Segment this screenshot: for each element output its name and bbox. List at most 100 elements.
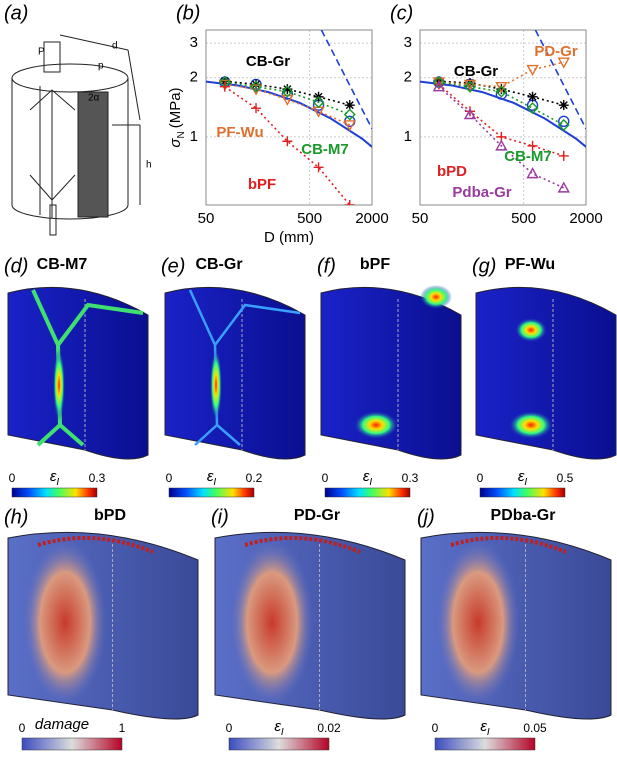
series-line xyxy=(224,86,351,205)
x-tick-label: 2000 xyxy=(355,210,388,227)
panel-label: (a) xyxy=(4,2,28,24)
colorbar xyxy=(324,487,411,498)
colorbar-tick: 1 xyxy=(119,721,126,735)
data-point xyxy=(527,140,538,151)
data-point xyxy=(282,136,293,147)
hot-spot xyxy=(53,349,65,421)
y-tick-label: 3 xyxy=(190,34,198,51)
text-part: I xyxy=(524,477,527,488)
text-part: (MPa) xyxy=(167,87,184,128)
data-point xyxy=(343,108,356,121)
x-tick-label: 500 xyxy=(511,210,536,227)
y-axis-label: σN (MPa) xyxy=(167,87,187,147)
data-point xyxy=(432,80,446,92)
data-point xyxy=(495,82,508,94)
crack-pattern xyxy=(31,289,144,447)
data-point xyxy=(496,84,507,95)
colorbar-label: damage xyxy=(35,716,89,733)
plot-frame xyxy=(419,29,587,206)
data-point xyxy=(250,80,263,93)
panel-title: CB-M7 xyxy=(37,256,88,273)
panel-label: (e) xyxy=(161,255,185,277)
colorbar-tick: 0 xyxy=(9,471,16,485)
panel-label: (b) xyxy=(176,2,200,24)
data-point xyxy=(557,181,570,193)
colorbar-tick: 0.02 xyxy=(317,721,341,735)
series-label: CB-M7 xyxy=(301,141,349,158)
series-label: CB-M7 xyxy=(504,148,552,165)
colorbar-tick: 0 xyxy=(19,721,26,735)
panel-label: (c) xyxy=(390,2,413,24)
data-point xyxy=(527,91,538,102)
panel-label: (d) xyxy=(4,255,28,277)
colorbar-label: εI xyxy=(274,718,284,738)
data-point xyxy=(464,80,477,93)
hot-spot xyxy=(509,411,553,439)
damage-zone xyxy=(230,539,314,706)
data-point xyxy=(281,85,294,98)
plot-frame xyxy=(205,29,373,206)
data-point xyxy=(282,84,293,95)
colorbar-tick: 0 xyxy=(322,471,329,485)
panel-title: CB-Gr xyxy=(195,256,242,273)
hot-spot xyxy=(210,349,222,421)
data-point xyxy=(312,96,325,109)
series-label: PF-Wu xyxy=(216,124,263,141)
colorbar xyxy=(21,737,123,751)
x-tick-label: 50 xyxy=(412,210,429,227)
data-point xyxy=(281,94,294,106)
data-point xyxy=(219,76,230,87)
damage-zone xyxy=(23,539,107,706)
chart: (b) 1 2 3 50 500 2000 D (mm) σN (MPa) CB-Gr PF-Wu CB… xyxy=(167,2,389,246)
data-point xyxy=(557,57,570,69)
colorbar xyxy=(168,487,255,498)
chart: (c) 1 2 3 50 500 2000 CB-Gr PD-Gr bPD CB-M7 Pdba-Gr xyxy=(390,2,603,227)
panel-label: (g) xyxy=(472,255,496,277)
data-point xyxy=(219,81,230,92)
specimen-render xyxy=(475,286,617,460)
hot-spot xyxy=(354,411,398,439)
series-line xyxy=(534,30,586,130)
image-panel: (f) bPF 0 0.3 εI xyxy=(317,255,462,498)
text-part: ε xyxy=(50,468,57,485)
text-part: I xyxy=(281,727,284,738)
data-point xyxy=(465,78,476,89)
data-point xyxy=(251,103,262,114)
series-label: bPF xyxy=(248,176,276,193)
colorbar-tick: 0.2 xyxy=(246,471,263,485)
x-tick-label: 2000 xyxy=(569,210,602,227)
x-axis-label: D (mm) xyxy=(264,229,314,246)
specimen-render xyxy=(164,286,306,460)
image-panel: (i) PD-Gr 0 0.02 εI xyxy=(211,506,406,751)
sketch-annotation: p xyxy=(98,61,104,72)
y-tick-label: 2 xyxy=(190,69,198,86)
sketch-annotation: h xyxy=(146,160,152,171)
panel-title: bPF xyxy=(360,256,390,273)
data-point xyxy=(344,100,355,111)
colorbar xyxy=(228,737,330,751)
colorbar-label: εI xyxy=(480,718,490,738)
colorbar-label: εI xyxy=(518,468,528,488)
series-label: CB-Gr xyxy=(246,53,290,70)
series-line xyxy=(438,81,565,126)
panel-title: PF-Wu xyxy=(505,256,555,273)
data-point xyxy=(463,108,477,120)
panel-label: (f) xyxy=(317,255,336,277)
data-point xyxy=(251,79,262,90)
panel-title: PDba-Gr xyxy=(491,507,556,524)
series-line xyxy=(224,81,351,116)
y-tick-label: 1 xyxy=(404,128,412,145)
image-panel: (g) PF-Wu 0 0.5 εI xyxy=(472,255,617,498)
sketch-annotation: d xyxy=(112,41,118,52)
panel-label: (h) xyxy=(4,506,28,528)
data-point xyxy=(495,85,508,98)
colorbar-tick: 0 xyxy=(477,471,484,485)
y-tick-label: 2 xyxy=(404,69,412,86)
colorbar-tick: 0.3 xyxy=(402,471,419,485)
data-point xyxy=(432,77,446,89)
colorbar-label: εI xyxy=(363,468,373,488)
data-point xyxy=(526,64,539,77)
text-part: ε xyxy=(274,718,281,735)
series-label: Pdba-Gr xyxy=(452,184,511,201)
image-panel: (d) CB-M7 0 0.3 εI xyxy=(4,255,149,498)
